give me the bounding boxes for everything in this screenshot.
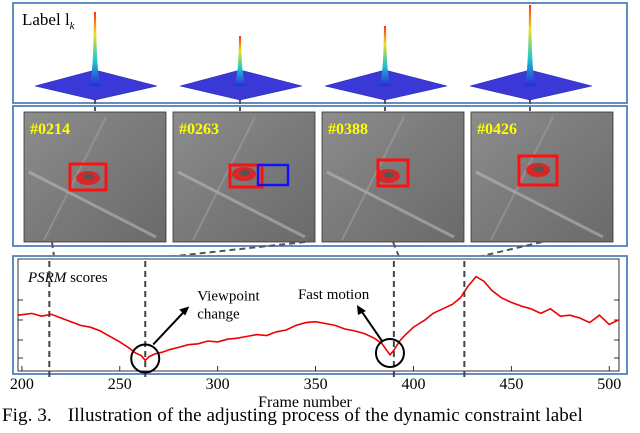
- road-marking: [177, 170, 306, 239]
- chart-panel-border: [12, 255, 628, 375]
- viewpoint-change-circle: [130, 343, 161, 374]
- figure-caption: Fig. 3. Illustration of the adjusting pro…: [2, 405, 638, 431]
- car-window: [240, 170, 250, 176]
- frame-id-label: #0263: [179, 121, 219, 138]
- tracker-box: [68, 162, 108, 192]
- x-tick-label: 500: [597, 376, 621, 393]
- road-marking: [475, 170, 604, 239]
- response-map-peak: [89, 12, 101, 86]
- x-tick-label: 300: [206, 376, 230, 393]
- frame-image: [470, 111, 614, 243]
- video-frame: #0426: [470, 111, 614, 243]
- road-marking: [326, 170, 455, 239]
- response-map: [34, 12, 158, 101]
- car-window: [534, 166, 544, 172]
- response-map-panel: Label lk: [12, 2, 628, 104]
- response-map: [469, 5, 593, 101]
- tracker-box: [517, 154, 559, 187]
- label-lk: Label lk: [22, 10, 76, 32]
- x-tick-label: 400: [401, 376, 425, 393]
- annotation-fast-motion: Fast motion: [298, 287, 370, 303]
- video-frame: #0263: [172, 111, 316, 243]
- frame-id-label: #0426: [477, 121, 517, 138]
- car-window: [384, 172, 394, 178]
- annotation-viewpoint: Viewpoint: [197, 288, 260, 304]
- x-tick-label: 350: [304, 376, 328, 393]
- caption-prefix: Fig. 3.: [2, 405, 52, 426]
- road-marking: [28, 170, 157, 239]
- response-map-peak: [234, 36, 246, 86]
- road-marking: [341, 116, 405, 241]
- video-frame: #0388: [321, 111, 465, 243]
- car-window: [84, 174, 94, 180]
- annotation-change: change: [197, 306, 240, 322]
- frame-id-label: #0388: [328, 121, 368, 138]
- road-marking: [490, 116, 554, 241]
- video-frame: #0214: [23, 111, 167, 243]
- psrm-chart: PSRM scores 200 250 300 350 400 450 500 Frame n…: [10, 255, 628, 411]
- x-tick-label: 200: [10, 376, 34, 393]
- tracker-box: [228, 163, 264, 189]
- x-axis-label: Frame number: [258, 394, 352, 411]
- fast-motion-arrow: [359, 308, 383, 342]
- fast-motion-arrowhead: [356, 304, 366, 315]
- caption-text: Illustration of the adjusting process of…: [67, 405, 583, 426]
- viewpoint-change-arrow: [152, 309, 186, 346]
- road-marking: [43, 116, 107, 241]
- fast-motion-circle: [374, 337, 405, 368]
- series-label: PSRM scores: [27, 270, 108, 286]
- x-tick-label: 250: [108, 376, 132, 393]
- road-marking: [192, 116, 256, 241]
- frame-id-label: #0214: [30, 121, 70, 138]
- response-map: [324, 26, 448, 101]
- x-tick-label: 450: [499, 376, 523, 393]
- tracker-box: [376, 158, 410, 188]
- label-box: [256, 163, 290, 187]
- frames-panel: #0214 #0263 #0388 #0426: [12, 105, 628, 247]
- response-map-peak: [524, 5, 536, 86]
- response-map-peak: [379, 26, 391, 86]
- response-map: [179, 36, 303, 101]
- viewpoint-change-arrowhead: [179, 306, 190, 316]
